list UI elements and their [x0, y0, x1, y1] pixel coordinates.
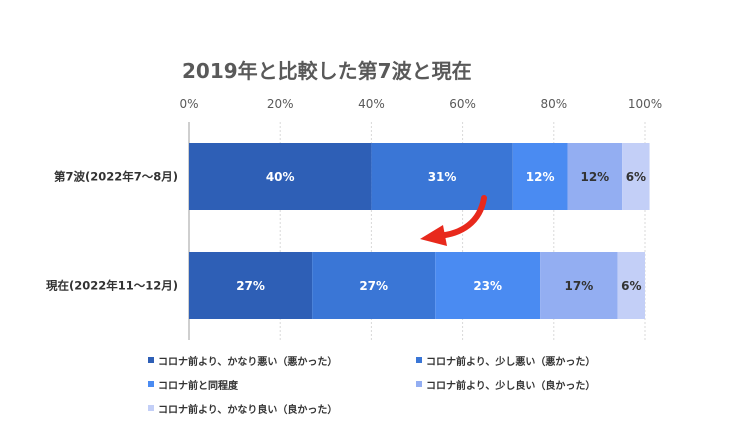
bar-segment [617, 252, 645, 319]
bars [189, 143, 650, 319]
bar-segment [435, 252, 541, 319]
arrow-head [420, 225, 447, 246]
value-labels: 40% 31% 12% 12% 6% 27% 27% 23% 17% 6% [236, 170, 646, 293]
legend-item: コロナ前より、かなり良い（良かった） [148, 401, 416, 416]
legend-item: コロナ前と同程度 [148, 377, 416, 392]
legend-item: コロナ前より、かなり悪い（悪かった） [148, 353, 416, 368]
legend-item: コロナ前より、少し良い（良かった） [416, 377, 668, 392]
legend-swatch [416, 381, 422, 387]
category-labels: 第7波(2022年7〜8月) 現在(2022年11〜12月) [46, 170, 178, 293]
bar-segment [189, 143, 372, 210]
bar-segment [540, 252, 618, 319]
bar-segment [567, 143, 623, 210]
bar-segment [512, 143, 568, 210]
bar-segment [622, 143, 650, 210]
data-label: 27% [236, 279, 265, 293]
bar-segment [312, 252, 436, 319]
bar-segment [189, 252, 313, 319]
category-label: 第7波(2022年7〜8月) [54, 170, 178, 184]
data-label: 31% [428, 170, 457, 184]
x-tick-label: 20% [267, 97, 294, 111]
legend-label: コロナ前より、かなり良い（良かった） [158, 404, 338, 416]
legend-item: コロナ前より、少し悪い（悪かった） [416, 353, 668, 368]
legend-swatch [148, 381, 154, 387]
legend: コロナ前より、かなり悪い（悪かった） コロナ前より、少し悪い（悪かった） コロナ前と… [148, 353, 668, 416]
legend-swatch [416, 357, 422, 363]
x-tick-label: 100% [628, 97, 662, 111]
x-tick-label: 0% [179, 97, 198, 111]
data-label: 12% [580, 170, 609, 184]
data-label: 6% [621, 279, 641, 293]
x-tick-label: 80% [540, 97, 567, 111]
legend-label: コロナ前より、少し悪い（悪かった） [426, 356, 596, 368]
bar-segment [371, 143, 513, 210]
legend-label: コロナ前より、少し良い（良かった） [426, 380, 596, 392]
data-label: 23% [473, 279, 502, 293]
legend-swatch [148, 357, 154, 363]
legend-label: コロナ前と同程度 [158, 380, 238, 392]
category-label: 現在(2022年11〜12月) [46, 279, 178, 293]
chart-title: 2019年と比較した第7波と現在 [182, 59, 472, 83]
data-label: 40% [266, 170, 295, 184]
x-tick-label: 40% [358, 97, 385, 111]
data-label: 12% [526, 170, 555, 184]
data-label: 6% [626, 170, 646, 184]
change-arrow [420, 195, 487, 246]
legend-swatch [148, 405, 154, 411]
data-label: 27% [359, 279, 388, 293]
x-tick-label: 60% [449, 97, 476, 111]
data-label: 17% [565, 279, 594, 293]
legend-label: コロナ前より、かなり悪い（悪かった） [158, 356, 338, 368]
x-axis-ticks: 0% 20% 40% 60% 80% 100% [179, 97, 662, 111]
